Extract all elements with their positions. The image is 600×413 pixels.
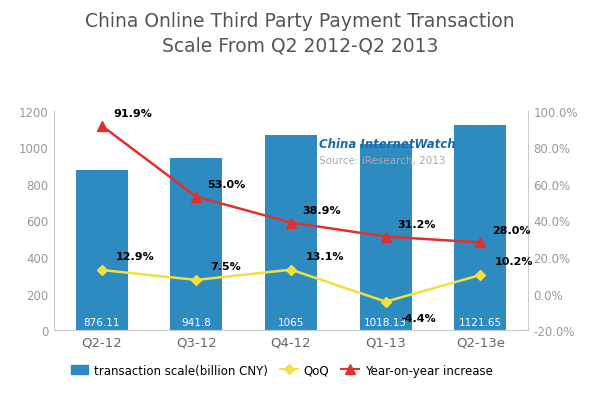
Text: 12.9%: 12.9% xyxy=(116,251,155,261)
Text: 7.5%: 7.5% xyxy=(211,261,241,271)
Text: 10.2%: 10.2% xyxy=(494,256,533,266)
Text: 1065: 1065 xyxy=(278,318,304,328)
Text: -4.4%: -4.4% xyxy=(400,313,436,323)
Text: 941.8: 941.8 xyxy=(181,318,211,328)
Text: 31.2%: 31.2% xyxy=(397,220,436,230)
Text: 53.0%: 53.0% xyxy=(208,180,246,190)
Bar xyxy=(359,145,412,330)
Legend: transaction scale(billion CNY), QoQ, Year-on-year increase: transaction scale(billion CNY), QoQ, Yea… xyxy=(66,359,497,382)
Text: 28.0%: 28.0% xyxy=(492,225,530,235)
Text: China InternetWatch: China InternetWatch xyxy=(319,138,456,151)
Text: 1121.65: 1121.65 xyxy=(459,318,502,328)
Text: 1018.13: 1018.13 xyxy=(364,318,407,328)
Text: 38.9%: 38.9% xyxy=(302,206,341,216)
Text: Source: iResearch, 2013: Source: iResearch, 2013 xyxy=(319,155,446,165)
Text: 876.11: 876.11 xyxy=(83,318,120,328)
Text: 91.9%: 91.9% xyxy=(113,109,152,119)
Bar xyxy=(170,159,223,330)
Bar xyxy=(265,136,317,330)
Bar xyxy=(76,171,128,330)
Bar xyxy=(454,126,506,330)
Text: China Online Third Party Payment Transaction
Scale From Q2 2012-Q2 2013: China Online Third Party Payment Transac… xyxy=(85,12,515,55)
Text: 13.1%: 13.1% xyxy=(305,251,344,261)
